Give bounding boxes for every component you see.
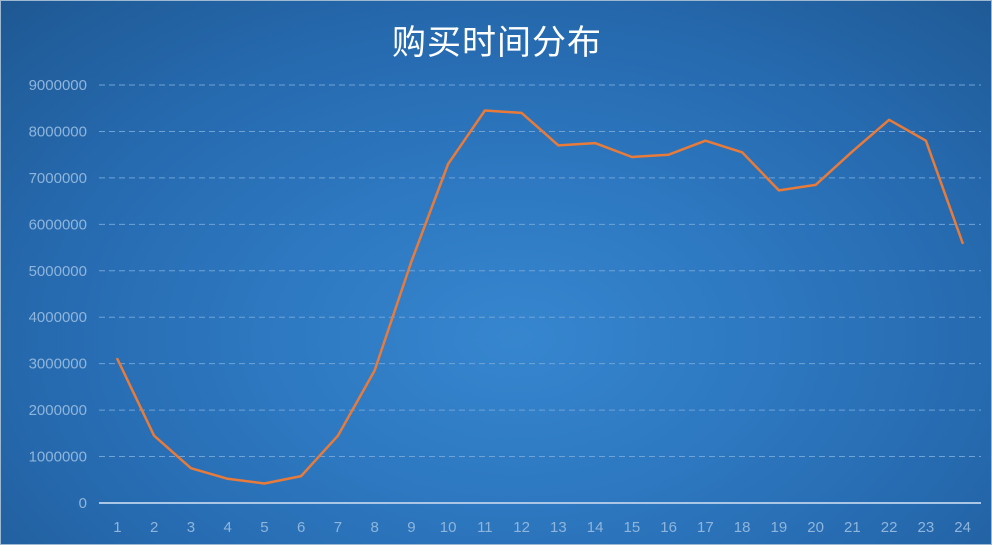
x-tick-label: 6 bbox=[297, 519, 305, 536]
y-tick-label: 0 bbox=[79, 495, 87, 512]
x-tick-label: 14 bbox=[587, 519, 604, 536]
x-tick-label: 19 bbox=[771, 519, 788, 536]
y-tick-labels: 0 1000000 2000000 3000000 4000000 5000000 6000… bbox=[29, 77, 87, 512]
series-lines bbox=[116, 109, 964, 485]
y-tick-label: 2000000 bbox=[29, 402, 87, 419]
y-tick-label: 7000000 bbox=[29, 170, 87, 187]
x-tick-label: 17 bbox=[697, 519, 714, 536]
x-tick-label: 4 bbox=[223, 519, 231, 536]
x-tick-label: 13 bbox=[550, 519, 567, 536]
x-tick-label: 10 bbox=[440, 519, 457, 536]
x-tick-label: 9 bbox=[407, 519, 415, 536]
y-tick-label: 3000000 bbox=[29, 356, 87, 373]
x-tick-label: 8 bbox=[370, 519, 378, 536]
x-tick-label: 15 bbox=[624, 519, 641, 536]
x-tick-label: 3 bbox=[187, 519, 195, 536]
y-tick-label: 1000000 bbox=[29, 449, 87, 466]
x-tick-label: 2 bbox=[150, 519, 158, 536]
x-tick-label: 7 bbox=[334, 519, 342, 536]
series-line bbox=[116, 109, 964, 485]
x-tick-label: 1 bbox=[113, 519, 121, 536]
x-tick-label: 11 bbox=[477, 519, 493, 536]
gridlines bbox=[99, 84, 981, 458]
chart-title: 购买时间分布 bbox=[392, 23, 602, 63]
x-tick-label: 21 bbox=[844, 519, 861, 536]
x-tick-labels: 1 2 3 4 5 6 7 8 9 10 11 12 13 14 15 16 17 18 19 20 21 22 23 24 bbox=[113, 519, 971, 536]
y-tick-label: 4000000 bbox=[29, 309, 87, 326]
y-tick-label: 9000000 bbox=[29, 77, 87, 94]
x-tick-label: 24 bbox=[954, 519, 971, 536]
x-tick-label: 18 bbox=[734, 519, 751, 536]
x-tick-label: 20 bbox=[807, 519, 824, 536]
x-tick-label: 12 bbox=[513, 519, 530, 536]
x-tick-label: 5 bbox=[260, 519, 268, 536]
x-tick-label: 16 bbox=[660, 519, 677, 536]
x-tick-label: 23 bbox=[918, 519, 935, 536]
x-tick-label: 22 bbox=[881, 519, 898, 536]
y-tick-label: 8000000 bbox=[29, 123, 87, 140]
y-tick-label: 6000000 bbox=[29, 216, 87, 233]
y-tick-label: 5000000 bbox=[29, 263, 87, 280]
